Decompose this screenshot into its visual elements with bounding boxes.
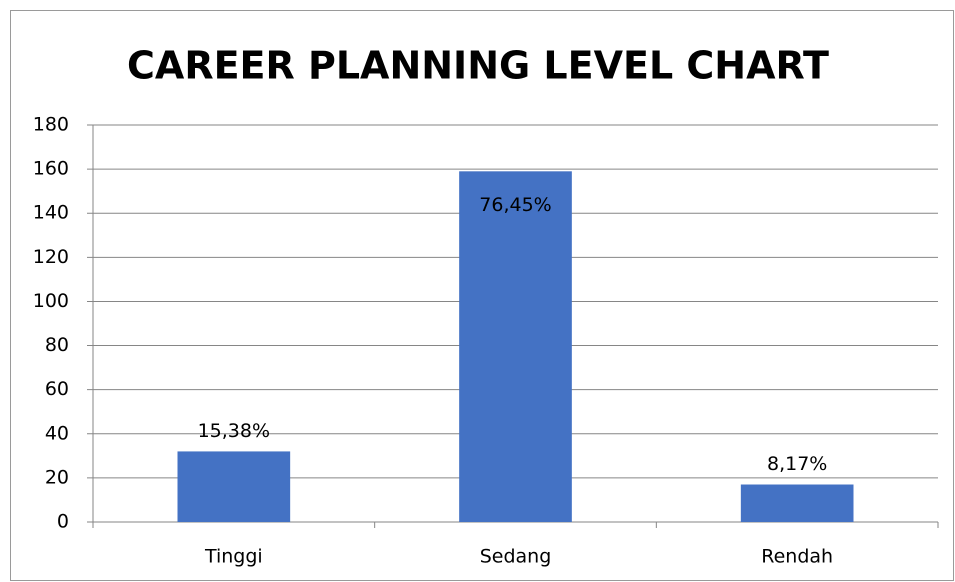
data-label: 15,38% <box>198 420 270 442</box>
y-tick-label: 140 <box>33 202 69 224</box>
y-tick-label: 40 <box>45 422 69 444</box>
y-tick-label: 60 <box>45 378 69 400</box>
bar <box>177 451 291 522</box>
x-tick-label: Tinggi <box>204 546 263 568</box>
data-label: 76,45% <box>479 194 551 216</box>
y-tick-label: 0 <box>57 511 69 533</box>
chart-title: CAREER PLANNING LEVEL CHART <box>127 44 829 88</box>
y-tick-label: 180 <box>33 114 69 136</box>
y-tick-label: 160 <box>33 158 69 180</box>
x-tick-label: Rendah <box>761 546 833 568</box>
y-tick-label: 80 <box>45 334 69 356</box>
y-tick-label: 120 <box>33 246 69 268</box>
data-label: 8,17% <box>767 453 827 475</box>
x-tick-label: Sedang <box>480 546 552 568</box>
bar <box>459 171 572 523</box>
y-tick-label: 20 <box>45 466 69 488</box>
y-tick-label: 100 <box>33 290 69 312</box>
bar <box>740 484 854 522</box>
